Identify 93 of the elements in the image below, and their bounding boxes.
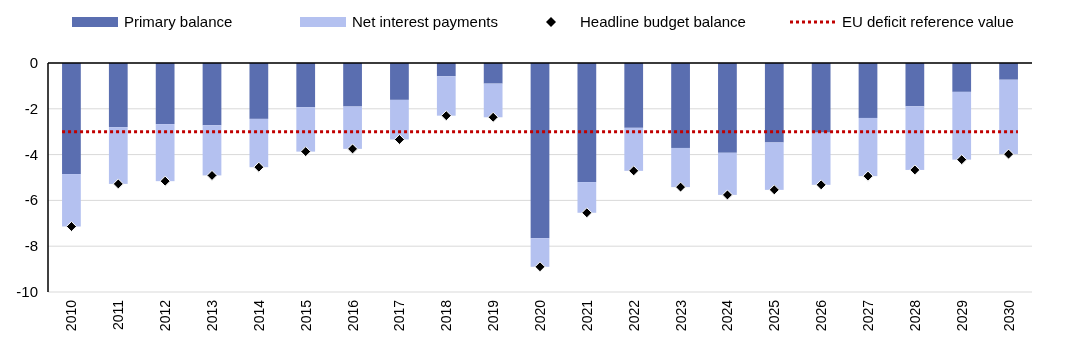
point	[534, 261, 546, 273]
point	[253, 161, 265, 173]
x-tick-label: 2012	[157, 299, 174, 332]
bar	[155, 124, 175, 182]
bar	[202, 125, 222, 176]
point	[440, 110, 452, 122]
bar	[108, 127, 128, 184]
x-tick-label: 2011	[110, 299, 127, 331]
x-tick-label: 2025	[766, 299, 783, 332]
bar	[905, 63, 925, 107]
point	[65, 221, 77, 233]
point	[206, 169, 218, 181]
bar	[390, 99, 409, 140]
bar	[296, 107, 316, 152]
x-tick-label: 2030	[1000, 299, 1017, 332]
x-tick-label: 2023	[672, 299, 689, 332]
point	[1003, 148, 1015, 160]
point	[675, 181, 687, 193]
point	[393, 133, 405, 145]
x-tick-label: 2017	[391, 299, 408, 332]
x-tick-label: 2016	[344, 299, 361, 332]
bar	[155, 63, 175, 125]
bar	[343, 63, 362, 107]
bar	[858, 117, 878, 177]
x-tick-label: 2022	[625, 299, 642, 332]
point	[300, 146, 312, 158]
y-tick-label: -6	[24, 191, 38, 209]
point	[487, 111, 499, 123]
bar	[390, 63, 409, 100]
bar	[530, 63, 550, 239]
point	[581, 207, 593, 219]
x-tick-label: 2024	[719, 299, 736, 332]
bar	[858, 63, 878, 118]
x-tick-label: 2027	[860, 299, 876, 332]
point	[909, 164, 921, 176]
x-tick-label: 2015	[297, 299, 314, 332]
point	[628, 165, 640, 177]
point	[815, 179, 827, 191]
bar	[999, 79, 1018, 155]
y-tick-label: 0	[29, 54, 38, 71]
y-tick-label: -4	[24, 145, 38, 163]
x-tick-label: 2010	[63, 299, 80, 332]
bar	[952, 63, 972, 92]
bar	[764, 142, 784, 190]
x-tick-label: 2018	[438, 299, 455, 332]
bar	[577, 63, 597, 183]
x-tick-label: 2013	[204, 299, 220, 332]
bar	[671, 63, 690, 148]
bar	[718, 63, 737, 153]
y-tick-label: -8	[24, 237, 38, 255]
x-tick-label: 2020	[532, 299, 548, 332]
bar	[905, 106, 925, 170]
bar	[202, 63, 222, 126]
bar	[624, 63, 644, 128]
bar	[483, 63, 503, 84]
bar	[249, 118, 269, 168]
bar	[577, 182, 597, 213]
y-tick-label: -10	[16, 283, 38, 300]
bar	[436, 63, 456, 77]
x-tick-label: 2029	[953, 299, 970, 332]
bar	[764, 63, 784, 143]
x-tick-label: 2026	[813, 299, 830, 332]
point	[768, 184, 780, 196]
bar	[249, 63, 269, 119]
bar	[718, 152, 737, 195]
bar	[62, 63, 81, 175]
legend-label: EU deficit reference value	[842, 13, 1014, 30]
bar	[811, 132, 831, 185]
point	[721, 189, 733, 201]
legend-label: Net interest payments	[352, 13, 498, 30]
y-tick-label: -2	[24, 99, 38, 117]
bar	[62, 174, 81, 227]
bar	[624, 127, 644, 171]
point	[956, 154, 968, 166]
x-tick-label: 2019	[485, 299, 502, 332]
bar	[952, 91, 972, 160]
x-tick-label: 2021	[578, 299, 595, 332]
point	[862, 170, 874, 182]
bar	[108, 63, 128, 128]
point	[112, 178, 124, 190]
x-tick-label: 2014	[250, 299, 267, 332]
point	[347, 143, 359, 155]
bar	[436, 76, 456, 116]
point	[159, 175, 171, 187]
legend-label: Headline budget balance	[580, 13, 746, 30]
legend-label: Primary balance	[124, 13, 233, 30]
bar	[343, 106, 362, 149]
x-tick-label: 2028	[906, 299, 923, 332]
bar	[671, 147, 690, 188]
bar	[999, 63, 1018, 80]
bar	[296, 63, 316, 108]
bar	[811, 63, 831, 133]
bar	[483, 83, 503, 118]
